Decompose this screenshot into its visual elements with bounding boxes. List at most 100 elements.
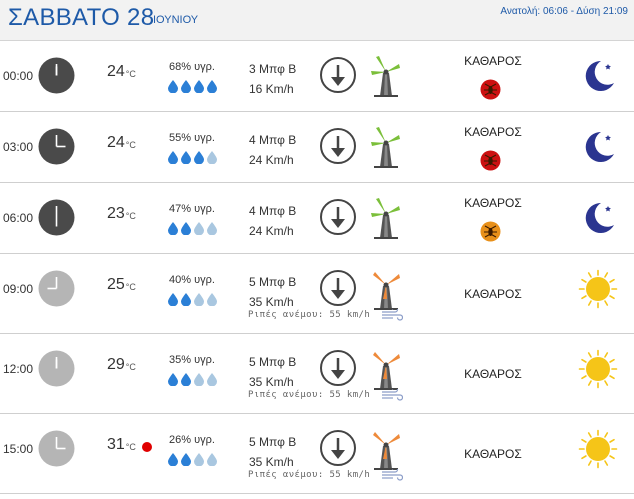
arrow-down-icon [320, 430, 356, 466]
humidity-drop [194, 373, 204, 386]
humidity-drop [168, 151, 178, 164]
heat-warning-dot [142, 442, 152, 452]
wind-label: 5 Μπφ Β 35 Km/h [249, 352, 296, 392]
humidity-drop [168, 80, 178, 93]
sun-icon [578, 349, 618, 389]
sun-icon [578, 429, 618, 469]
sky-condition: ΚΑΘΑΡΟΣ [464, 125, 522, 139]
wind-beaufort: 5 Μπφ Β [249, 355, 297, 369]
sky-condition: ΚΑΘΑΡΟΣ [464, 196, 522, 210]
humidity-drop [207, 80, 217, 93]
time-label: 03:00 [3, 140, 34, 154]
clock-icon [38, 128, 75, 165]
time-label: 12:00 [3, 362, 34, 376]
humidity-label: 47% υγρ. [169, 203, 215, 215]
sunrise-sunset: Ανατολή: 06:06 - Δύση 21:09 [500, 6, 628, 17]
arrow-down-icon [320, 350, 356, 386]
windmill-orange-icon [373, 432, 400, 470]
humidity-drop [207, 453, 217, 466]
humidity-drops-icon [168, 293, 217, 306]
humidity-drop [194, 80, 204, 93]
humidity-label: 40% υγρ. [169, 274, 215, 286]
sky-condition: ΚΑΘΑΡΟΣ [464, 367, 522, 381]
wind-speed: 24 Km/h [249, 153, 294, 167]
humidity-drop [181, 373, 191, 386]
humidity-label: 26% υγρ. [169, 434, 215, 446]
forecast-row: 03:00 24°C 55% υγρ. 4 Μπφ Β 24 Km/h ΚΑΘΑΡ… [0, 112, 634, 183]
time-label: 09:00 [3, 282, 34, 296]
humidity-drop [181, 222, 191, 235]
humidity-label: 68% υγρ. [169, 61, 215, 73]
humidity-label: 55% υγρ. [169, 132, 215, 144]
time-label: 06:00 [3, 211, 34, 225]
moon-icon [585, 60, 614, 91]
humidity-drop [194, 222, 204, 235]
humidity-drop [168, 373, 178, 386]
humidity-drops-icon [168, 151, 217, 164]
wind-gust-label: Ριπές ανέμου: 55 km/h [248, 390, 371, 400]
humidity-drop [207, 151, 217, 164]
clock-icon [38, 57, 75, 94]
forecast-row: 15:00 31°C 26% υγρ. 5 Μπφ Β 35 Km/h ΚΑΘΑΡ… [0, 414, 634, 494]
temperature: 25°C [107, 276, 136, 293]
windmill-orange-icon [373, 352, 400, 390]
humidity-drop [207, 222, 217, 235]
humidity-drop [207, 373, 217, 386]
clock-icon [38, 430, 75, 467]
sky-condition: ΚΑΘΑΡΟΣ [464, 54, 522, 68]
temperature: 24°C [107, 63, 136, 80]
moon-icon [585, 202, 614, 233]
wind-beaufort: 3 Μπφ Β [249, 62, 297, 76]
moon-icon [585, 131, 614, 162]
wind-beaufort: 4 Μπφ Β [249, 133, 297, 147]
wind-beaufort: 4 Μπφ Β [249, 204, 297, 218]
humidity-label: 35% υγρ. [169, 354, 215, 366]
humidity-drop [194, 151, 204, 164]
forecast-row: 12:00 29°C 35% υγρ. 5 Μπφ Β 35 Km/h ΚΑΘΑΡ… [0, 334, 634, 414]
arrow-down-icon [320, 270, 356, 306]
wind-gust-label: Ριπές ανέμου: 55 km/h [248, 310, 371, 320]
humidity-drop [194, 453, 204, 466]
forecast-row: 06:00 23°C 47% υγρ. 4 Μπφ Β 24 Km/h ΚΑΘΑΡ… [0, 183, 634, 254]
temperature: 24°C [107, 134, 136, 151]
wind-label: 3 Μπφ Β 16 Km/h [249, 59, 296, 99]
wind-label: 4 Μπφ Β 24 Km/h [249, 201, 296, 241]
windmill-green-icon [371, 127, 400, 168]
wind-speed: 35 Km/h [249, 375, 294, 389]
windmill-green-icon [371, 198, 400, 239]
humidity-drops-icon [168, 453, 217, 466]
humidity-drops-icon [168, 222, 217, 235]
humidity-drop [194, 293, 204, 306]
clock-icon [38, 350, 75, 387]
clock-icon [38, 270, 75, 307]
day-title: ΣΑΒΒΑΤΟ 28 [8, 4, 155, 31]
humidity-drop [181, 151, 191, 164]
humidity-drop [181, 293, 191, 306]
wind-label: 5 Μπφ Β 35 Km/h [249, 272, 296, 312]
day-header: ΣΑΒΒΑΤΟ 28 ΙΟΥΝΙΟΥ Ανατολή: 06:06 - Δύση… [0, 0, 634, 41]
windmill-orange-icon [373, 272, 400, 310]
humidity-drop [181, 80, 191, 93]
humidity-drop [168, 453, 178, 466]
forecast-row: 00:00 24°C 68% υγρ. 3 Μπφ Β 16 Km/h ΚΑΘΑΡ… [0, 41, 634, 112]
forecast-row: 09:00 25°C 40% υγρ. 5 Μπφ Β 35 Km/h ΚΑΘΑΡ… [0, 254, 634, 334]
sky-condition: ΚΑΘΑΡΟΣ [464, 287, 522, 301]
wind-gust-label: Ριπές ανέμου: 55 km/h [248, 470, 371, 480]
uv-index-icon [480, 79, 501, 100]
arrow-down-icon [320, 199, 356, 235]
arrow-down-icon [320, 57, 356, 93]
temperature: 23°C [107, 205, 136, 222]
wind-gust-icon [382, 309, 403, 321]
humidity-drop [207, 293, 217, 306]
uv-index-icon [480, 150, 501, 171]
temperature: 29°C [107, 356, 136, 373]
wind-beaufort: 5 Μπφ Β [249, 275, 297, 289]
wind-speed: 35 Km/h [249, 455, 294, 469]
wind-label: 5 Μπφ Β 35 Km/h [249, 432, 296, 472]
time-label: 00:00 [3, 69, 34, 83]
sky-condition: ΚΑΘΑΡΟΣ [464, 447, 522, 461]
humidity-drop [168, 293, 178, 306]
humidity-drop [168, 222, 178, 235]
arrow-down-icon [320, 128, 356, 164]
humidity-drops-icon [168, 80, 217, 93]
